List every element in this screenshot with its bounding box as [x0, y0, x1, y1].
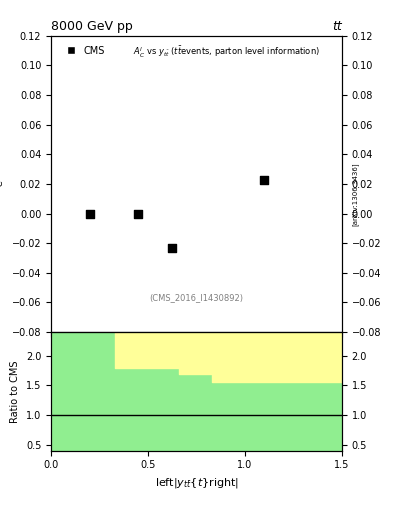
Point [261, 176, 268, 184]
Text: [arXiv:1306.3436]: [arXiv:1306.3436] [352, 163, 358, 226]
X-axis label: $\mathrm{left}|y_{t\bar{t}}\{t\}\mathrm{right}|$: $\mathrm{left}|y_{t\bar{t}}\{t\}\mathrm{… [154, 476, 239, 490]
Text: 8000 GeV pp: 8000 GeV pp [51, 20, 133, 33]
Point [169, 244, 175, 252]
Text: (CMS_2016_I1430892): (CMS_2016_I1430892) [149, 293, 244, 303]
Legend: CMS: CMS [56, 40, 109, 60]
Y-axis label: Ratio to CMS: Ratio to CMS [11, 360, 20, 422]
Point [135, 209, 141, 218]
Text: $A_C^l$ vs $y_{t\bar{t}}$ ($t\bar{t}$events, parton level information): $A_C^l$ vs $y_{t\bar{t}}$ ($t\bar{t}$eve… [132, 45, 320, 60]
Point [87, 209, 93, 218]
Text: tt: tt [332, 20, 342, 33]
Y-axis label: $A_C^{lep}$: $A_C^{lep}$ [0, 172, 6, 197]
